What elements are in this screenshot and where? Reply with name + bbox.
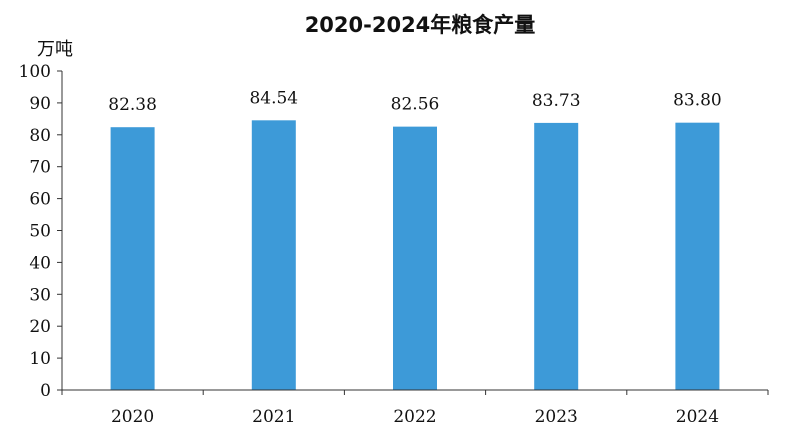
- x-axis-ticks: 2020 2021 2022 2023 2024: [61, 390, 769, 427]
- y-tick-label: 10: [29, 349, 51, 369]
- y-tick-label: 0: [40, 381, 51, 401]
- bar-series: [110, 120, 720, 391]
- y-tick-label: 50: [29, 222, 51, 242]
- y-tick-label: 60: [29, 190, 51, 210]
- bar-2021: [251, 120, 296, 391]
- y-tick-label: 40: [29, 253, 51, 273]
- data-label-2020: 82.38: [108, 95, 157, 115]
- x-tick-label-2022: 2022: [393, 407, 436, 427]
- bar-2020: [110, 127, 155, 391]
- y-axis-unit-label: 万吨: [37, 39, 73, 60]
- chart-title: 2020-2024年粮食产量: [305, 13, 536, 37]
- y-tick-label: 80: [29, 126, 51, 146]
- data-label-2021: 84.54: [249, 88, 298, 108]
- data-labels: 82.38 84.54 82.56 83.73 83.80: [108, 88, 721, 115]
- bar-2023: [534, 122, 579, 390]
- data-label-2024: 83.80: [673, 91, 722, 111]
- y-tick-label: 30: [29, 285, 51, 305]
- x-tick-label-2023: 2023: [535, 407, 578, 427]
- y-tick-label: 20: [29, 317, 51, 337]
- y-axis-ticks: 0 10 20 30 40 50 60 70 80 90 100: [19, 62, 62, 401]
- x-tick-label-2024: 2024: [676, 407, 719, 427]
- y-tick-label: 90: [29, 94, 51, 114]
- x-tick-label-2020: 2020: [111, 407, 154, 427]
- x-tick-label-2021: 2021: [252, 407, 295, 427]
- y-tick-label: 100: [19, 62, 51, 82]
- bar-2024: [675, 122, 720, 390]
- data-label-2022: 82.56: [391, 95, 440, 115]
- y-tick-label: 70: [29, 158, 51, 178]
- data-label-2023: 83.73: [532, 91, 581, 111]
- bar-2022: [393, 126, 437, 390]
